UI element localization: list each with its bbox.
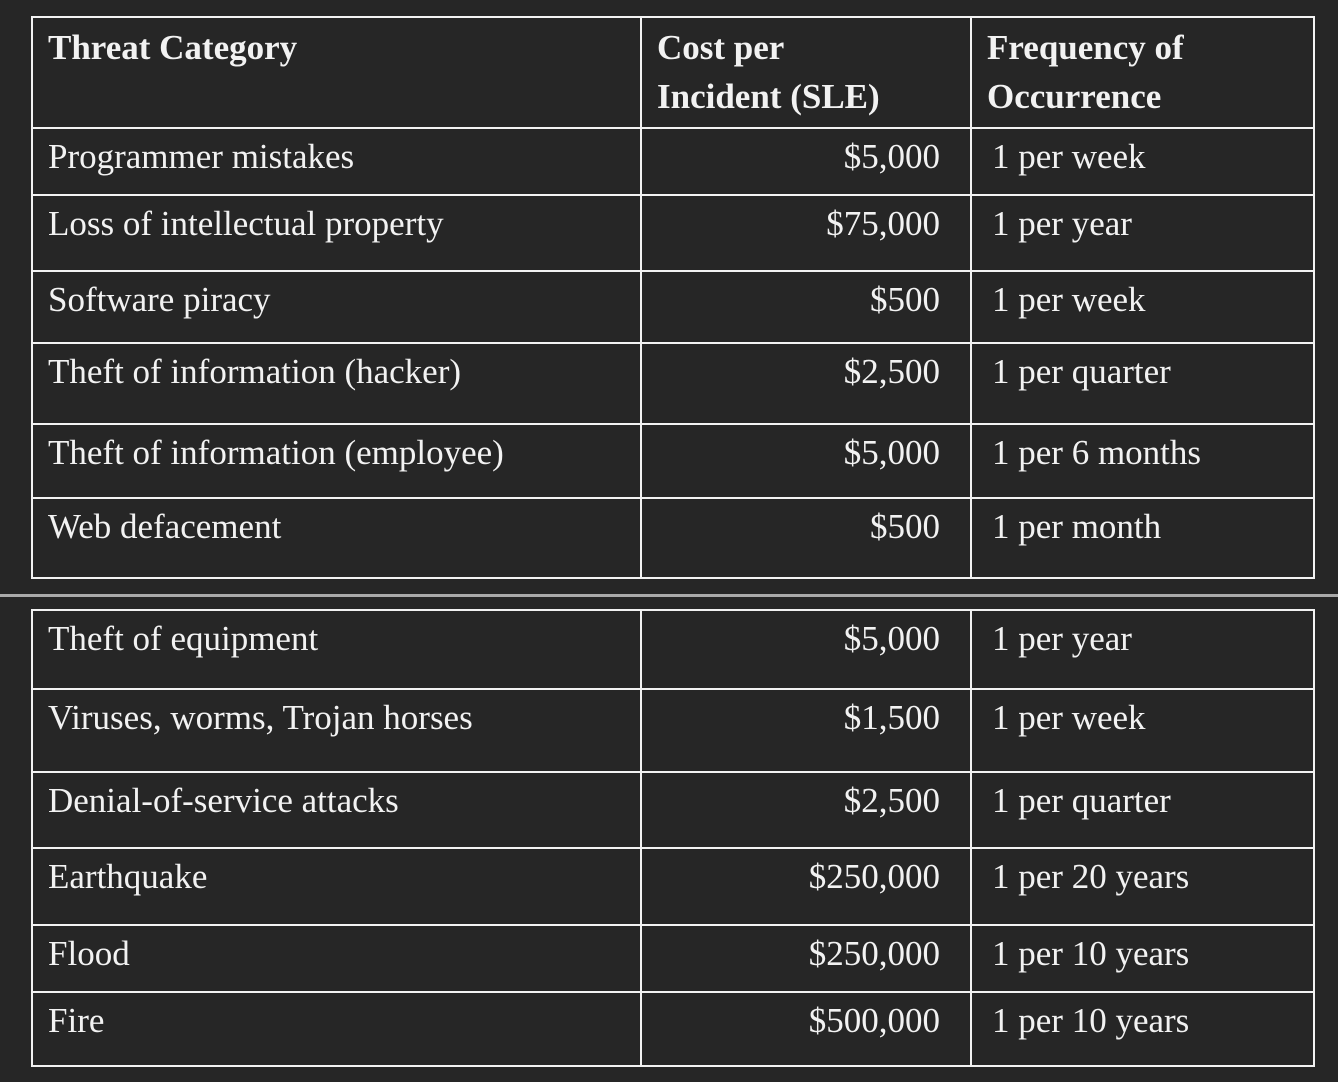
cost-cell: $5,000 — [640, 127, 972, 196]
frequency-cell: 1 per 10 years — [970, 991, 1315, 1067]
frequency-cell: 1 per 10 years — [970, 924, 1315, 993]
threat-table-upper: Threat Category Cost per Incident (SLE) … — [31, 16, 1315, 579]
threat-category-cell: Theft of information (hacker) — [31, 342, 642, 425]
cost-cell: $2,500 — [640, 342, 972, 425]
cost-cell: $75,000 — [640, 194, 972, 272]
frequency-cell: 1 per quarter — [970, 342, 1315, 425]
section-divider — [0, 594, 1338, 597]
table-row: Software piracy $500 1 per week — [31, 270, 1315, 344]
frequency-cell: 1 per week — [970, 270, 1315, 344]
table-row: Earthquake $250,000 1 per 20 years — [31, 847, 1315, 926]
threat-category-cell: Software piracy — [31, 270, 642, 344]
cost-cell: $2,500 — [640, 771, 972, 849]
table-row: Fire $500,000 1 per 10 years — [31, 991, 1315, 1067]
threat-category-cell: Fire — [31, 991, 642, 1067]
threat-category-cell: Denial-of-service attacks — [31, 771, 642, 849]
cost-cell: $500 — [640, 270, 972, 344]
col-header-threat-category: Threat Category — [31, 16, 642, 129]
table-body-lower: Theft of equipment $5,000 1 per year Viruse… — [31, 609, 1315, 1067]
table-row: Theft of information (hacker) $2,500 1 per… — [31, 342, 1315, 425]
col-header-frequency: Frequency of Occurrence — [970, 16, 1315, 129]
table-row: Loss of intellectual property $75,000 1 pe… — [31, 194, 1315, 272]
threat-category-cell: Loss of intellectual property — [31, 194, 642, 272]
table-row: Flood $250,000 1 per 10 years — [31, 924, 1315, 993]
frequency-cell: 1 per month — [970, 497, 1315, 579]
threat-category-cell: Earthquake — [31, 847, 642, 926]
table-row: Programmer mistakes $5,000 1 per week — [31, 127, 1315, 196]
table-header-row: Threat Category Cost per Incident (SLE) … — [31, 16, 1315, 129]
threat-category-cell: Viruses, worms, Trojan horses — [31, 688, 642, 773]
table-row: Web defacement $500 1 per month — [31, 497, 1315, 579]
table-row: Theft of equipment $5,000 1 per year — [31, 609, 1315, 690]
threat-category-cell: Web defacement — [31, 497, 642, 579]
threat-table-lower: Theft of equipment $5,000 1 per year Viruse… — [31, 609, 1315, 1067]
cost-cell: $5,000 — [640, 423, 972, 499]
cost-cell: $5,000 — [640, 609, 972, 690]
frequency-cell: 1 per year — [970, 609, 1315, 690]
table-row: Denial-of-service attacks $2,500 1 per qua… — [31, 771, 1315, 849]
table-body-upper: Programmer mistakes $5,000 1 per week Loss … — [31, 127, 1315, 579]
cost-cell: $1,500 — [640, 688, 972, 773]
threat-category-cell: Theft of information (employee) — [31, 423, 642, 499]
cost-cell: $250,000 — [640, 847, 972, 926]
frequency-cell: 1 per year — [970, 194, 1315, 272]
col-header-cost-per-incident: Cost per Incident (SLE) — [640, 16, 972, 129]
cost-cell: $500,000 — [640, 991, 972, 1067]
frequency-cell: 1 per 6 months — [970, 423, 1315, 499]
table-row: Viruses, worms, Trojan horses $1,500 1 per… — [31, 688, 1315, 773]
cost-cell: $250,000 — [640, 924, 972, 993]
cost-cell: $500 — [640, 497, 972, 579]
frequency-cell: 1 per week — [970, 688, 1315, 773]
frequency-cell: 1 per 20 years — [970, 847, 1315, 926]
table-row: Theft of information (employee) $5,000 1 p… — [31, 423, 1315, 499]
slide: Threat Category Cost per Incident (SLE) … — [0, 16, 1338, 1082]
frequency-cell: 1 per week — [970, 127, 1315, 196]
threat-category-cell: Programmer mistakes — [31, 127, 642, 196]
threat-category-cell: Flood — [31, 924, 642, 993]
threat-category-cell: Theft of equipment — [31, 609, 642, 690]
frequency-cell: 1 per quarter — [970, 771, 1315, 849]
